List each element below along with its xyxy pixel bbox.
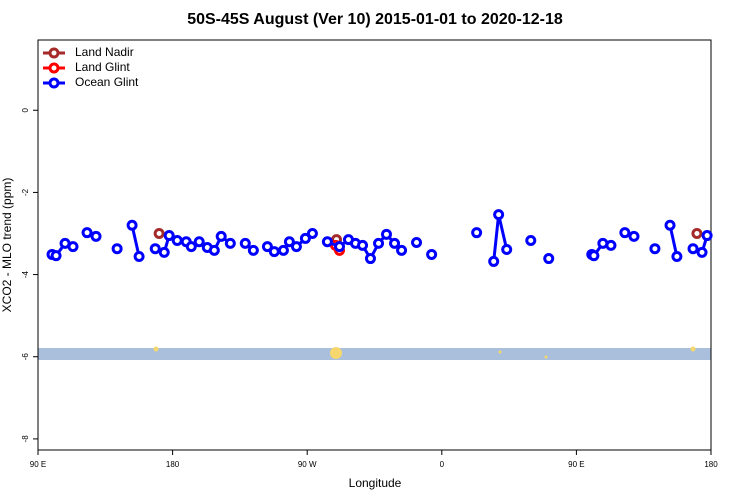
legend-label: Land Nadir [75,45,134,59]
data-point [81,227,93,239]
data-point [380,228,392,240]
legend-label: Ocean Glint [75,75,139,89]
coverage-spot [690,346,696,352]
x-axis-label: Longitude [349,476,402,490]
data-point [149,243,161,255]
data-point [111,243,123,255]
data-point [334,241,346,253]
data-point [321,236,333,248]
data-point [364,253,376,265]
data-point [277,244,289,256]
y-tick-label: -4 [21,270,30,278]
data-point [389,237,401,249]
data-point [525,234,537,246]
x-tick-label: 90 E [30,460,46,469]
data-point [543,253,555,265]
data-point [153,227,165,239]
x-tick-label: 90 W [298,460,317,469]
coverage-band [38,348,711,360]
coverage-spot [544,355,548,359]
data-point [239,237,251,249]
data-point [90,230,102,242]
data-point [158,246,170,258]
y-tick-label: -6 [21,353,30,361]
data-point [261,241,273,253]
data-point [224,237,236,249]
data-point [50,250,62,262]
data-point [691,227,703,239]
data-point [268,246,280,258]
data-point [426,248,438,260]
data-point [471,227,483,239]
data-point [588,250,600,262]
data-point [357,239,369,251]
legend-marker [48,62,60,74]
data-point [373,237,385,249]
data-point [306,227,318,239]
coverage-spot [330,347,342,359]
data-point [185,241,197,253]
data-point [701,230,713,242]
y-axis-label: XCO2 - MLO trend (ppm) [0,178,14,313]
series-line [326,232,403,262]
data-point [649,243,661,255]
legend-marker [48,77,60,89]
coverage-spot [498,350,502,354]
data-point [133,251,145,263]
data-point [411,237,423,249]
data-point [126,219,138,231]
data-point [208,244,220,256]
x-tick-label: 0 [440,460,445,469]
chart-title: 50S-45S August (Ver 10) 2015-01-01 to 20… [187,11,563,28]
data-point [493,209,505,221]
x-tick-label: 180 [704,460,718,469]
data-point [687,243,699,255]
x-tick-label: 90 E [568,460,584,469]
data-point [671,251,683,263]
data-point [396,244,408,256]
coverage-spot [153,346,159,352]
data-point [215,230,227,242]
data-point [664,219,676,231]
data-point [628,230,640,242]
legend-label: Land Glint [75,60,130,74]
data-point [163,230,175,242]
x-tick-label: 180 [166,460,180,469]
y-tick-label: 0 [21,107,30,112]
legend-marker [48,47,60,59]
data-point [299,232,311,244]
data-point [501,244,513,256]
data-point [247,244,259,256]
data-point [605,239,617,251]
data-point [171,234,183,246]
y-tick-label: -2 [21,188,30,196]
data-point [619,227,631,239]
data-point [67,241,79,253]
data-point [283,236,295,248]
data-point [193,236,205,248]
data-point [488,255,500,267]
plot-frame [37,39,712,451]
y-tick-label: -8 [21,435,30,443]
data-point [696,246,708,258]
data-point [290,241,302,253]
